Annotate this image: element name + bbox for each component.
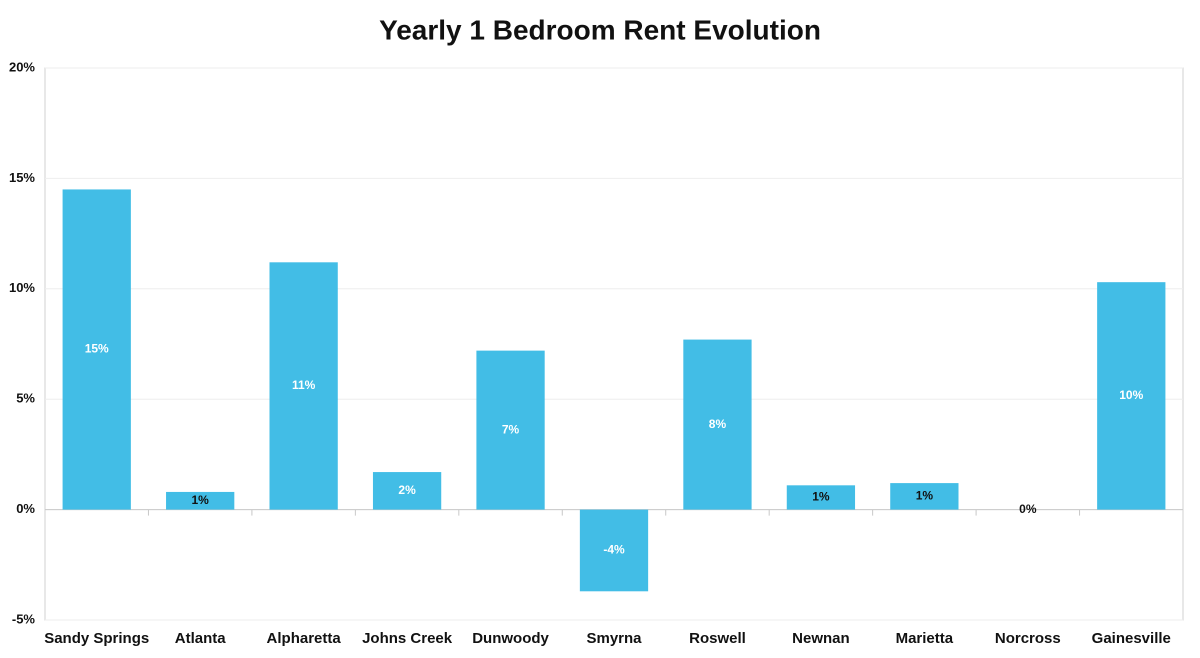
bar (62, 189, 131, 510)
x-tick-label: Smyrna (586, 630, 642, 647)
x-tick-label: Atlanta (175, 630, 226, 647)
value-label: 15% (85, 342, 109, 356)
x-tick-label: Newnan (792, 630, 850, 647)
value-label: 8% (709, 417, 727, 431)
y-tick-label: 10% (9, 280, 35, 295)
value-label: 0% (1019, 502, 1037, 516)
bar (786, 485, 856, 510)
bar (166, 491, 235, 510)
value-label: 11% (292, 378, 316, 392)
x-tick-label: Roswell (689, 630, 746, 647)
value-label: 7% (502, 422, 520, 436)
x-tick-label: Sandy Springs (44, 630, 149, 647)
y-tick-label: -5% (12, 611, 36, 626)
bar (683, 339, 752, 510)
x-tick-label: Marietta (896, 630, 954, 647)
bar (579, 509, 649, 592)
chart-title: Yearly 1 Bedroom Rent Evolution (379, 14, 821, 45)
value-label: 1% (812, 490, 830, 504)
value-label: 1% (192, 493, 210, 507)
bar (476, 350, 545, 510)
value-label: -4% (603, 543, 625, 557)
y-tick-label: 5% (16, 391, 35, 406)
bar (372, 472, 442, 510)
value-label: 10% (1119, 388, 1143, 402)
x-tick-label: Norcross (995, 630, 1061, 647)
value-label: 2% (398, 483, 416, 497)
y-tick-label: 20% (9, 59, 35, 74)
bar (1097, 282, 1166, 510)
y-tick-label: 0% (16, 501, 35, 516)
x-tick-label: Gainesville (1092, 630, 1171, 647)
bar (269, 262, 338, 510)
bar (890, 483, 959, 510)
y-tick-label: 15% (9, 170, 35, 185)
x-tick-label: Johns Creek (362, 630, 453, 647)
value-label: 1% (916, 489, 934, 503)
x-tick-label: Dunwoody (472, 630, 549, 647)
x-tick-label: Alpharetta (267, 630, 342, 647)
